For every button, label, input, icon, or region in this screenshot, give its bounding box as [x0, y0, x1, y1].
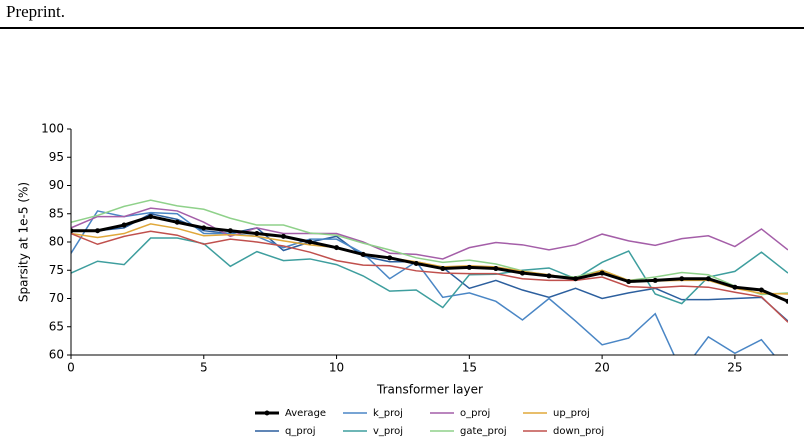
- series-marker: [413, 260, 419, 266]
- series-marker: [121, 222, 127, 228]
- series-marker: [71, 228, 74, 234]
- x-tick-label: 0: [67, 361, 75, 375]
- series-marker: [599, 270, 605, 276]
- series-marker: [785, 298, 788, 304]
- series-marker: [334, 245, 340, 251]
- series-marker: [519, 270, 525, 276]
- legend-label: Average: [285, 408, 326, 419]
- y-tick-label: 95: [49, 150, 64, 164]
- series-marker: [626, 279, 632, 285]
- series-line: [71, 207, 788, 260]
- y-tick-label: 60: [49, 348, 64, 362]
- series-marker: [280, 233, 286, 239]
- series-marker: [546, 273, 552, 279]
- y-tick-label: 65: [49, 319, 64, 333]
- y-tick-label: 100: [41, 122, 64, 136]
- series-marker: [227, 228, 233, 234]
- x-tick-label: 10: [329, 361, 344, 375]
- legend-label: gate_proj: [460, 426, 507, 437]
- series-line: [71, 223, 788, 295]
- series-marker: [705, 276, 711, 282]
- series-marker: [652, 277, 658, 283]
- series-marker: [174, 219, 180, 225]
- x-tick-label: 25: [727, 361, 742, 375]
- legend-label: q_proj: [285, 426, 315, 437]
- series-marker: [307, 239, 313, 245]
- series-line: [71, 230, 788, 323]
- legend-label: o_proj: [460, 408, 490, 419]
- series-marker: [466, 264, 472, 270]
- legend-label: down_proj: [553, 426, 604, 437]
- series-marker: [387, 255, 393, 261]
- y-axis-label: Sparsity at 1e-5 (%): [17, 182, 31, 302]
- series-line: [71, 237, 788, 309]
- legend-label: k_proj: [373, 408, 403, 419]
- legend-label: v_proj: [373, 426, 403, 437]
- header-rule: [0, 27, 804, 29]
- x-tick-label: 20: [594, 361, 609, 375]
- series-marker: [440, 266, 446, 272]
- series-marker: [360, 251, 366, 257]
- series-marker: [679, 276, 685, 282]
- series-marker: [201, 225, 207, 231]
- running-header: Preprint.: [6, 2, 66, 21]
- y-tick-label: 80: [49, 235, 64, 249]
- x-axis-label: Transformer layer: [376, 383, 483, 397]
- x-tick-label: 5: [200, 361, 208, 375]
- series-marker: [148, 214, 154, 220]
- x-tick-label: 15: [462, 361, 477, 375]
- y-tick-label: 75: [49, 263, 64, 277]
- series-marker: [493, 266, 499, 272]
- y-tick-label: 70: [49, 291, 64, 305]
- legend-label: up_proj: [553, 408, 590, 419]
- series-marker: [758, 287, 764, 293]
- series-line: [71, 215, 788, 303]
- series-line: [71, 199, 788, 296]
- legend-marker: [264, 410, 270, 416]
- series-marker: [254, 231, 260, 237]
- y-tick-label: 85: [49, 206, 64, 220]
- series-marker: [573, 276, 579, 282]
- series-marker: [95, 228, 101, 234]
- y-tick-label: 90: [49, 178, 64, 192]
- plot-area: [71, 199, 788, 355]
- series-marker: [732, 284, 738, 290]
